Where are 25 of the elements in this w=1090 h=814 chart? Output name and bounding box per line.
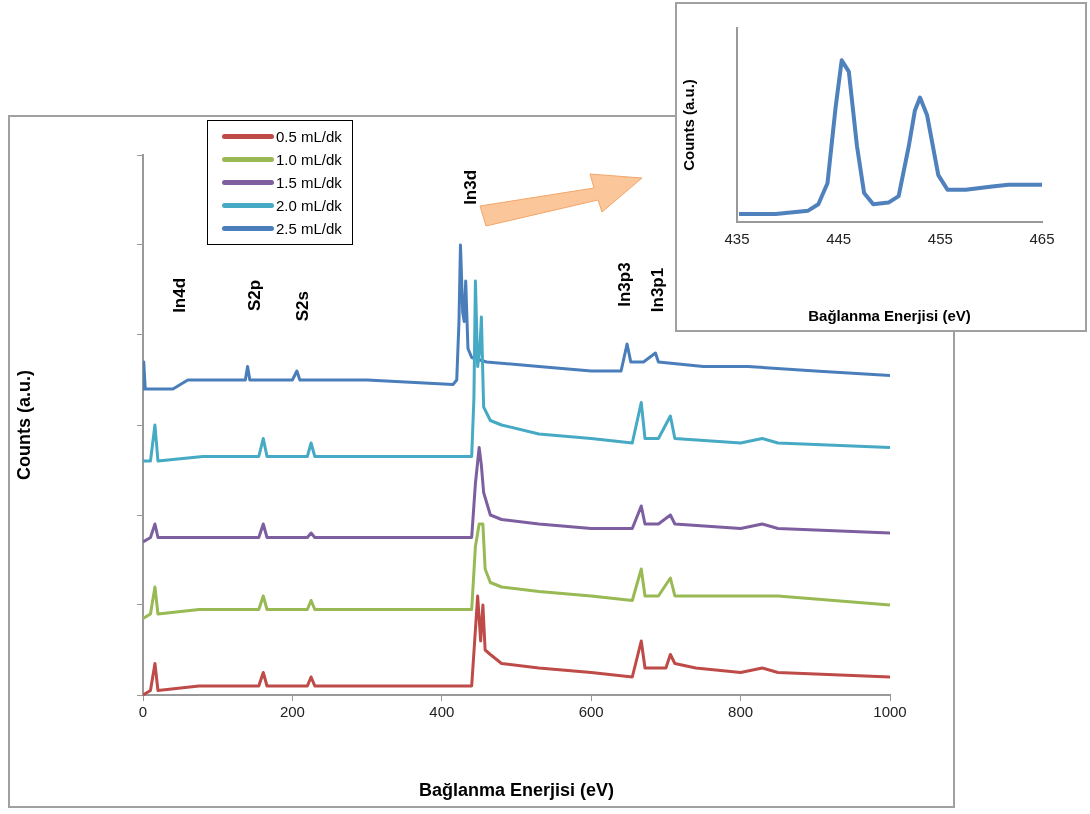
y-axis-title: Counts (a.u.) — [680, 79, 698, 171]
legend-label: 1.5 mL/dk — [276, 174, 342, 191]
x-axis-title: Bağlanma Enerjisi (eV) — [808, 307, 971, 325]
annotation: In3p3 — [614, 262, 634, 307]
annotation: In4d — [170, 277, 190, 313]
legend-label: 0.5 mL/dk — [276, 128, 342, 145]
legend-label: 1.0 mL/dk — [276, 151, 342, 168]
x-axis-title: Bağlanma Enerjisi (eV) — [418, 780, 615, 801]
x-tick-label: 0 — [138, 703, 148, 721]
x-tick-label: 465 — [1029, 230, 1055, 248]
legend-label: 2.5 mL/dk — [276, 220, 342, 237]
annotation: S2s — [293, 291, 313, 322]
x-tick-label: 1000 — [873, 703, 907, 721]
x-tick-label: 800 — [728, 703, 754, 721]
text: In3d — [461, 169, 481, 205]
y-axis-title: Counts (a.u.) — [13, 370, 34, 480]
x-tick-label: 455 — [927, 230, 953, 248]
x-tick-label: 200 — [279, 703, 305, 721]
annotation: In3p1 — [648, 267, 668, 313]
x-tick-label: 600 — [578, 703, 604, 721]
legend-label: 2.0 mL/dk — [276, 197, 342, 214]
x-tick-label: 400 — [429, 703, 455, 721]
annotation: S2p — [244, 279, 264, 311]
x-tick-label: 435 — [724, 230, 750, 248]
x-tick-label: 445 — [826, 230, 852, 248]
